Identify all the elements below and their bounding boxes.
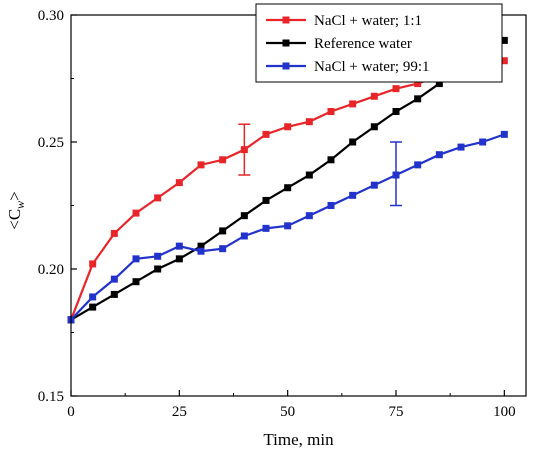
legend-item-3: NaCl + water; 99:1 xyxy=(266,59,430,75)
x-tick-label: 50 xyxy=(280,404,295,420)
data-point xyxy=(414,95,422,103)
data-point xyxy=(219,227,227,235)
data-point xyxy=(197,247,205,255)
data-point xyxy=(89,293,97,301)
x-tick-label: 100 xyxy=(493,404,516,420)
y-axis-title-subscript: w xyxy=(13,201,27,209)
data-point xyxy=(305,118,313,126)
data-point xyxy=(349,191,357,199)
y-tick-label: 0.20 xyxy=(38,262,64,278)
data-point xyxy=(305,171,313,179)
data-point xyxy=(392,108,400,116)
legend-label: Reference water xyxy=(314,36,412,52)
error-bar xyxy=(390,141,402,207)
data-point xyxy=(262,196,270,204)
legend-marker xyxy=(282,62,290,70)
data-point xyxy=(305,212,313,220)
data-point xyxy=(500,130,508,138)
data-point xyxy=(89,303,97,311)
data-point xyxy=(370,181,378,189)
series-2 xyxy=(67,36,508,324)
legend-item-2: Reference water xyxy=(266,36,412,52)
data-point xyxy=(110,290,118,298)
error-bar xyxy=(238,123,251,176)
data-point xyxy=(370,123,378,131)
data-point xyxy=(414,161,422,169)
legend-marker xyxy=(282,16,290,24)
data-point xyxy=(154,265,162,273)
data-point xyxy=(370,92,378,100)
y-tick-label: 0.25 xyxy=(38,135,64,151)
axes-layer: 0 25 50 75 100 0.15 0.20 0.25 0.30 xyxy=(38,8,527,420)
y-tick-label: 0.30 xyxy=(38,8,64,24)
data-point xyxy=(175,242,183,250)
legend-label: NaCl + water; 99:1 xyxy=(314,59,430,75)
data-point xyxy=(240,212,248,220)
data-point xyxy=(262,130,270,138)
y-tick-label: 0.15 xyxy=(38,389,64,405)
data-point xyxy=(132,209,140,217)
data-point xyxy=(154,252,162,260)
data-point xyxy=(284,184,292,192)
data-point xyxy=(262,224,270,232)
data-point xyxy=(197,242,205,250)
data-point xyxy=(132,278,140,286)
x-tick-label: 25 xyxy=(172,404,187,420)
series-3 xyxy=(67,130,508,324)
data-point xyxy=(110,275,118,283)
data-point xyxy=(197,161,205,169)
data-point xyxy=(500,57,508,65)
legend-label: NaCl + water; 1:1 xyxy=(314,13,422,29)
data-point xyxy=(284,222,292,230)
data-point xyxy=(479,138,487,146)
x-tick-label: 0 xyxy=(67,404,75,420)
series-layer xyxy=(67,36,508,324)
data-point xyxy=(175,179,183,187)
data-point xyxy=(219,245,227,253)
data-point xyxy=(110,229,118,237)
data-point xyxy=(219,156,227,164)
y-axis-title: <Cw> xyxy=(5,191,27,230)
data-point xyxy=(457,143,465,151)
data-point xyxy=(240,232,248,240)
y-axis-title-close: > xyxy=(5,191,24,201)
x-tick-label: 75 xyxy=(389,404,404,420)
data-point xyxy=(392,85,400,93)
data-point xyxy=(175,255,183,263)
data-point xyxy=(327,108,335,116)
data-point xyxy=(327,156,335,164)
data-point xyxy=(132,255,140,263)
data-point xyxy=(89,260,97,268)
data-point xyxy=(349,138,357,146)
data-point xyxy=(435,80,443,88)
legend-item-1: NaCl + water; 1:1 xyxy=(266,13,422,29)
data-point xyxy=(284,123,292,131)
x-axis-title: Time, min xyxy=(263,430,334,449)
legend: NaCl + water; 1:1 Reference water NaCl + w… xyxy=(255,3,503,83)
data-point xyxy=(327,202,335,209)
data-point xyxy=(435,151,443,159)
data-point xyxy=(500,36,508,44)
data-point xyxy=(349,100,357,108)
data-point xyxy=(414,80,422,88)
y-axis-title-open: <C xyxy=(5,209,24,230)
legend-marker xyxy=(282,39,290,47)
data-point xyxy=(154,194,162,202)
